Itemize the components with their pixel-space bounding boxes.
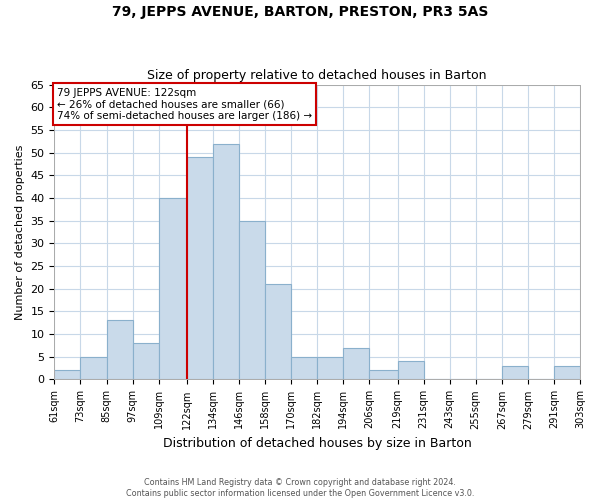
Bar: [554, 366, 580, 380]
Bar: [265, 284, 291, 380]
Bar: [370, 370, 398, 380]
Bar: [55, 370, 80, 380]
Bar: [107, 320, 133, 380]
Bar: [133, 343, 158, 380]
Bar: [80, 357, 107, 380]
Text: 79 JEPPS AVENUE: 122sqm
← 26% of detached houses are smaller (66)
74% of semi-de: 79 JEPPS AVENUE: 122sqm ← 26% of detache…: [57, 88, 312, 120]
Bar: [343, 348, 370, 380]
Text: 79, JEPPS AVENUE, BARTON, PRESTON, PR3 5AS: 79, JEPPS AVENUE, BARTON, PRESTON, PR3 5…: [112, 5, 488, 19]
X-axis label: Distribution of detached houses by size in Barton: Distribution of detached houses by size …: [163, 437, 472, 450]
Bar: [398, 362, 424, 380]
Y-axis label: Number of detached properties: Number of detached properties: [15, 144, 25, 320]
Title: Size of property relative to detached houses in Barton: Size of property relative to detached ho…: [148, 69, 487, 82]
Text: Contains HM Land Registry data © Crown copyright and database right 2024.
Contai: Contains HM Land Registry data © Crown c…: [126, 478, 474, 498]
Bar: [291, 357, 317, 380]
Bar: [317, 357, 343, 380]
Bar: [158, 198, 187, 380]
Bar: [213, 144, 239, 380]
Bar: [239, 220, 265, 380]
Bar: [502, 366, 528, 380]
Bar: [187, 157, 213, 380]
